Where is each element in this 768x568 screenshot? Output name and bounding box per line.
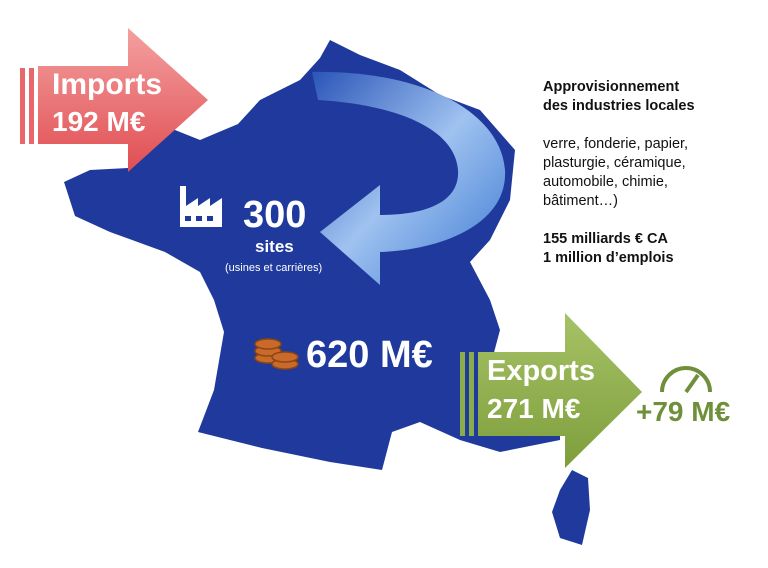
supply-curved-arrow — [312, 71, 506, 285]
sites-count: 300 — [243, 194, 307, 236]
side-panel: Approvisionnement des industries locales… — [543, 78, 695, 268]
factory-icon — [180, 186, 222, 227]
side-list-line: automobile, chimie, — [543, 174, 668, 190]
imports-arrow — [20, 28, 208, 172]
side-stat-line: 1 million d’emplois — [543, 250, 674, 266]
side-list-line: verre, fonderie, papier, — [543, 136, 689, 152]
side-title-line: Approvisionnement — [543, 79, 680, 95]
side-list-line: plasturgie, céramique, — [543, 155, 686, 171]
exports-label: Exports — [487, 355, 595, 387]
total-value: 620 M€ — [306, 334, 433, 376]
side-title-line: des industries locales — [543, 98, 695, 114]
sites-note: (usines et carrières) — [225, 262, 323, 274]
exports-arrow — [460, 313, 642, 468]
imports-value: 192 M€ — [52, 106, 146, 137]
sites-unit: sites — [255, 237, 294, 256]
side-list-line: bâtiment…) — [543, 193, 618, 209]
side-stat-line: 155 milliards € CA — [543, 231, 668, 247]
corsica — [552, 470, 590, 545]
gauge-icon — [660, 366, 712, 394]
balance-value: +79 M€ — [636, 396, 731, 427]
france-map — [64, 40, 560, 470]
imports-label: Imports — [52, 68, 163, 101]
coins-icon — [254, 338, 299, 370]
exports-value: 271 M€ — [487, 393, 581, 424]
